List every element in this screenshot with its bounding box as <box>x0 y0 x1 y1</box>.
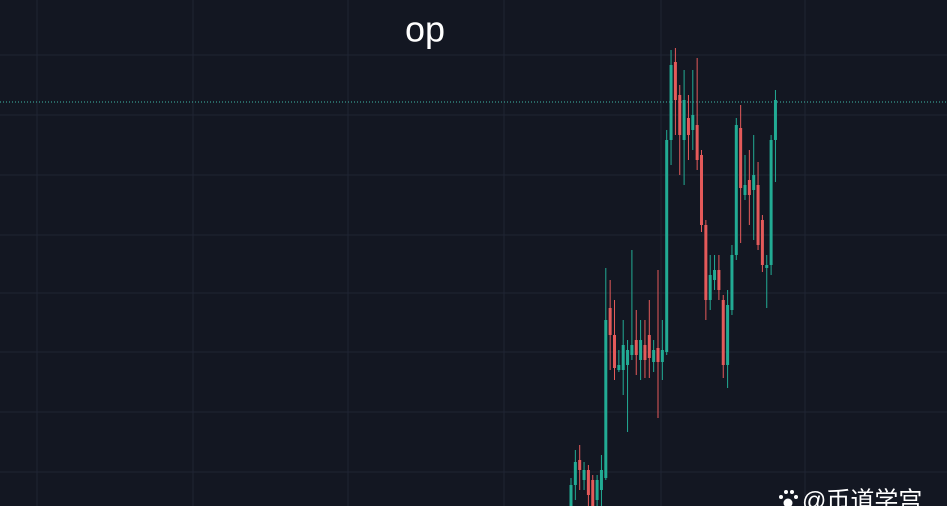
candle-body <box>604 320 608 478</box>
candle-body <box>656 348 660 362</box>
candle-body <box>717 270 721 290</box>
candle-body <box>599 470 603 490</box>
candle-body <box>695 125 699 160</box>
candle-body <box>669 65 673 140</box>
candle-body <box>595 480 599 500</box>
candle-body <box>686 118 690 135</box>
candle-body <box>673 62 677 100</box>
candle-body <box>613 335 616 368</box>
candle-body <box>639 340 643 360</box>
candle-body <box>578 460 582 470</box>
candle-body <box>582 470 586 480</box>
chart-title: op <box>405 9 445 50</box>
candle-body <box>773 100 777 140</box>
candle-body <box>721 300 725 365</box>
candle-body <box>756 185 760 245</box>
candle-body <box>630 345 634 355</box>
watermark-icon <box>779 490 798 506</box>
candle-body <box>726 305 730 365</box>
candle-body <box>700 155 703 225</box>
candle-body <box>652 350 656 362</box>
candle-body <box>617 365 621 370</box>
candle-body <box>765 265 769 268</box>
candle-body <box>730 255 734 310</box>
candle-body <box>739 128 743 188</box>
watermark: @币道学宫 <box>802 487 922 506</box>
candle-body <box>769 140 773 265</box>
candle-body <box>708 275 712 300</box>
candle-body <box>691 115 695 130</box>
candle-body <box>743 185 747 195</box>
candle-body <box>734 125 738 255</box>
candle-body <box>608 308 612 335</box>
candles <box>0 48 947 506</box>
candle-body <box>573 462 577 485</box>
candle-body <box>621 345 625 370</box>
candle-body <box>634 340 638 355</box>
candle-body <box>713 270 717 280</box>
candle-body <box>665 140 669 352</box>
candle-body <box>678 95 682 135</box>
candle-body <box>747 180 751 195</box>
candle-body <box>752 175 756 190</box>
candle-body <box>682 100 686 140</box>
candle-body <box>591 480 595 506</box>
candle-body <box>704 225 708 300</box>
candle-body <box>647 335 651 358</box>
candle-body <box>569 485 573 506</box>
candle-body <box>660 350 664 362</box>
candle-body <box>643 345 647 360</box>
candle-body <box>586 470 590 495</box>
candle-body <box>626 350 630 365</box>
candle-body <box>760 220 764 265</box>
